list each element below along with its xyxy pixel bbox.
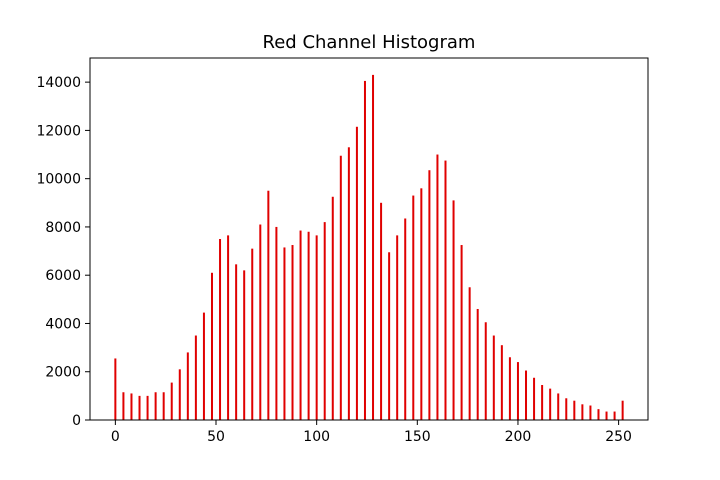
histogram-bar [396,235,399,420]
histogram-bar [138,395,141,420]
histogram-bar [565,398,568,420]
x-tick-label: 250 [605,429,632,445]
histogram-bar [315,235,318,420]
y-tick-label: 2000 [45,365,81,381]
histogram-bar [251,248,254,420]
histogram-bar [202,312,205,420]
histogram-bar [533,377,536,420]
histogram-bar [525,370,528,420]
y-tick-label: 0 [72,413,81,429]
histogram-bar [122,392,125,420]
x-tick-label: 50 [207,429,225,445]
histogram-bar [492,335,495,420]
histogram-bar [468,287,471,420]
histogram-bar [114,358,117,420]
y-axis: 0 2000 4000 6000 8000 10000 12000 14000 [36,75,90,429]
histogram-bar [516,362,519,420]
chart-title: Red Channel Histogram [263,32,476,53]
y-tick-label: 4000 [45,316,81,332]
histogram-bar [347,147,350,421]
histogram-bar [130,393,133,420]
histogram-bar [170,382,173,420]
x-tick-label: 150 [404,429,431,445]
histogram-bar [420,188,423,420]
histogram-bar [557,393,560,420]
histogram-bar [339,155,342,421]
y-tick-label: 8000 [45,220,81,236]
histogram-bar [275,226,278,420]
histogram-bar [549,388,552,420]
histogram-bar [299,230,302,420]
histogram-bar [621,400,624,420]
histogram-bar [388,252,391,420]
histogram-bar [573,400,576,420]
histogram-bar [605,411,608,420]
histogram-bar [210,272,213,420]
histogram-bar [412,195,415,420]
histogram-bar [267,190,270,420]
histogram-bar [476,308,479,420]
histogram-bar [508,357,511,420]
histogram-bar [283,247,286,420]
histogram-bar [500,345,503,420]
histogram-bar [380,202,383,420]
y-tick-label: 10000 [36,172,81,188]
plot-frame [89,57,649,421]
histogram-bar [178,369,181,420]
histogram-bar [291,245,294,420]
histogram-bar [259,224,262,420]
histogram-bar [363,80,366,421]
histogram-bar [323,222,326,420]
histogram-bar [484,322,487,420]
histogram-bar [581,404,584,420]
histogram-bar [307,231,310,420]
y-tick-label: 14000 [36,75,81,91]
histogram-bar [162,392,165,420]
histogram-bar [186,352,189,420]
x-tick-label: 0 [111,429,120,445]
histogram-bar [589,405,592,420]
histogram-bar [428,170,431,420]
histogram-bar [541,385,544,420]
histogram-bar [444,160,447,420]
y-tick-label: 6000 [45,268,81,284]
histogram-bar [219,239,222,420]
histogram-bar [146,395,149,420]
x-tick-label: 200 [505,429,532,445]
histogram-bar [372,74,375,420]
histogram-bar [452,200,455,420]
histogram-bar [613,411,616,420]
x-tick-label: 100 [303,429,330,445]
histogram-bar [235,264,238,420]
histogram-bar [355,126,358,420]
bars-group [114,74,624,421]
histogram-bar [436,154,439,420]
histogram-bar [460,245,463,420]
y-tick-label: 12000 [36,123,81,139]
histogram-bar [331,196,334,420]
histogram-bar [227,235,230,420]
histogram-bar [243,270,246,420]
x-axis: 0 50 100 150 200 250 [111,420,632,445]
histogram-bar [154,392,157,420]
histogram-bar [194,335,197,420]
histogram-bar [597,409,600,420]
histogram-bar [404,218,407,420]
